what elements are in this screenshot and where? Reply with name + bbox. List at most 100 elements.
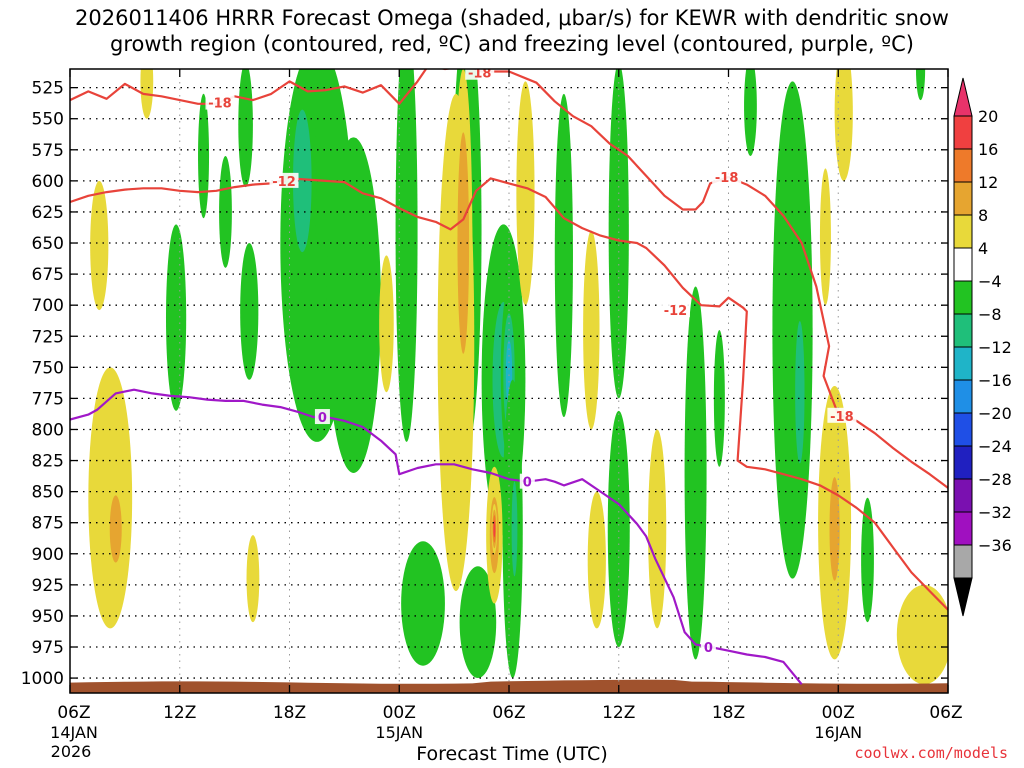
omega-cell-25-3 bbox=[493, 520, 496, 538]
x-tick-label-0: 06Z bbox=[57, 703, 90, 723]
omega-cell-11-1 bbox=[293, 109, 312, 253]
y-tick-label-750: 750 bbox=[32, 358, 64, 378]
omega-cell-32-0 bbox=[648, 429, 667, 629]
y-tick-label-950: 950 bbox=[32, 607, 64, 627]
contour-line-2 bbox=[70, 388, 803, 685]
temperature-contours: -18 -18 -18 -18 -12 -12 0 0 0 bbox=[70, 67, 948, 685]
omega-cell-33-0 bbox=[684, 286, 707, 660]
contour-label-bg-2-1 bbox=[519, 473, 535, 489]
y-tick-label-850: 850 bbox=[32, 483, 64, 503]
colorbar-bottom-arrow bbox=[953, 577, 973, 617]
omega-cell-8-0 bbox=[240, 242, 259, 380]
y-tick-label-675: 675 bbox=[32, 265, 64, 285]
colorbar-top-arrow bbox=[953, 77, 973, 117]
omega-cell-36-0 bbox=[772, 81, 813, 579]
colorbar-label-4: 4 bbox=[978, 239, 988, 258]
omega-cell-7-0 bbox=[238, 69, 253, 188]
y-tick-label-775: 775 bbox=[32, 389, 64, 409]
y-tick-label-725: 725 bbox=[32, 327, 64, 347]
colorbar-seg-1 bbox=[953, 115, 973, 150]
colorbar-label-10: −24 bbox=[978, 437, 1012, 456]
colorbar-seg-4 bbox=[953, 214, 973, 249]
omega-cell-28-0 bbox=[583, 230, 600, 430]
contour-label-2-2: 0 bbox=[704, 641, 713, 656]
omega-cell-30-0 bbox=[607, 410, 630, 648]
y-tick-label-575: 575 bbox=[32, 141, 64, 161]
contour-label-1-0: -12 bbox=[272, 175, 296, 190]
colorbar-label-12: −32 bbox=[978, 503, 1012, 522]
contour-label-bg-2-2 bbox=[700, 639, 716, 655]
contour-label-bg-0-3 bbox=[827, 407, 857, 423]
colorbar-seg-5 bbox=[953, 247, 973, 282]
x-tick-label-48: 06Z bbox=[929, 703, 962, 723]
colorbar-seg-3 bbox=[953, 181, 973, 216]
colorbar-label-9: −20 bbox=[978, 404, 1012, 423]
omega-cell-43-0 bbox=[896, 584, 948, 685]
omega-cell-23-1 bbox=[511, 481, 518, 577]
y-tick-label-925: 925 bbox=[32, 576, 64, 596]
x-tick-label-24: 06Z bbox=[492, 703, 525, 723]
colorbar-seg-13 bbox=[953, 511, 973, 546]
omega-cell-26-0 bbox=[516, 81, 535, 306]
credit-link[interactable]: coolwx.com/models bbox=[854, 744, 1008, 762]
x-date-label-0: 14JAN bbox=[50, 723, 98, 742]
x-tick-label-6: 12Z bbox=[163, 703, 196, 723]
omega-cell-44-0 bbox=[915, 69, 926, 101]
colorbar-label-13: −36 bbox=[978, 536, 1012, 555]
colorbar-label-0: 20 bbox=[978, 107, 998, 126]
contour-label-1-1: -12 bbox=[664, 304, 688, 319]
x-tick-label-18: 00Z bbox=[383, 703, 416, 723]
x-date-label-18: 15JAN bbox=[375, 723, 423, 742]
y-tick-label-825: 825 bbox=[32, 452, 64, 472]
contour-label-0-1: -18 bbox=[468, 67, 492, 82]
omega-cell-15-0 bbox=[401, 541, 445, 666]
omega-cell-40-0 bbox=[834, 69, 853, 181]
x-tick-label-42: 00Z bbox=[822, 703, 855, 723]
omega-cell-4-0 bbox=[165, 224, 187, 411]
x-date-label-42: 16JAN bbox=[814, 723, 862, 742]
omega-cell-18-1 bbox=[457, 132, 470, 354]
contour-label-bg-2-0 bbox=[314, 409, 330, 425]
colorbar-label-8: −16 bbox=[978, 371, 1012, 390]
omega-cell-6-0 bbox=[219, 156, 232, 268]
x-axis-label: Forecast Time (UTC) bbox=[416, 743, 608, 765]
omega-cell-9-0 bbox=[246, 535, 260, 623]
y-tick-label-650: 650 bbox=[32, 234, 64, 254]
contour-label-0-0: -18 bbox=[208, 97, 232, 112]
y-tick-label-800: 800 bbox=[32, 420, 64, 440]
y-tick-label-550: 550 bbox=[32, 110, 64, 130]
omega-cell-5-0 bbox=[198, 93, 210, 219]
omega-cell-12-0 bbox=[326, 137, 381, 473]
contour-label-2-1: 0 bbox=[523, 476, 532, 491]
colorbar-label-6: −8 bbox=[978, 305, 1002, 324]
colorbar-label-1: 16 bbox=[978, 140, 998, 159]
y-tick-label-600: 600 bbox=[32, 172, 64, 192]
omega-cell-27-0 bbox=[554, 93, 573, 418]
colorbar-seg-11 bbox=[953, 445, 973, 480]
x-tick-label-12: 18Z bbox=[273, 703, 306, 723]
colorbar-label-3: 8 bbox=[978, 206, 988, 225]
omega-cell-13-0 bbox=[379, 255, 394, 393]
contour-label-2-0: 0 bbox=[318, 411, 327, 426]
y-axis: 525 550 575 600 625 650 675 700 725 750 775 800 825 8… bbox=[21, 79, 948, 689]
y-tick-label-875: 875 bbox=[32, 514, 64, 534]
omega-cell-42-0 bbox=[861, 497, 874, 623]
chart-title-line2: growth region (contoured, red, ºC) and f… bbox=[110, 32, 914, 56]
contour-label-bg-0-2 bbox=[712, 169, 742, 185]
y-tick-label-625: 625 bbox=[32, 203, 64, 223]
omega-cell-14-0 bbox=[395, 69, 418, 442]
y-tick-label-900: 900 bbox=[32, 545, 64, 565]
contour-label-bg-1-1 bbox=[660, 302, 690, 318]
chart-title-line1: 2026011406 HRRR Forecast Omega (shaded, … bbox=[75, 6, 949, 30]
colorbar-label-11: −28 bbox=[978, 470, 1012, 489]
omega-shading bbox=[88, 69, 948, 685]
omega-cell-19-0 bbox=[459, 566, 497, 679]
contour-label-bg-0-1 bbox=[465, 69, 495, 80]
colorbar-label-2: 12 bbox=[978, 173, 998, 192]
colorbar-seg-10 bbox=[953, 412, 973, 447]
colorbar-seg-9 bbox=[953, 379, 973, 414]
y-tick-label-1000: 1000 bbox=[21, 669, 64, 689]
x-tick-label-36: 18Z bbox=[712, 703, 745, 723]
